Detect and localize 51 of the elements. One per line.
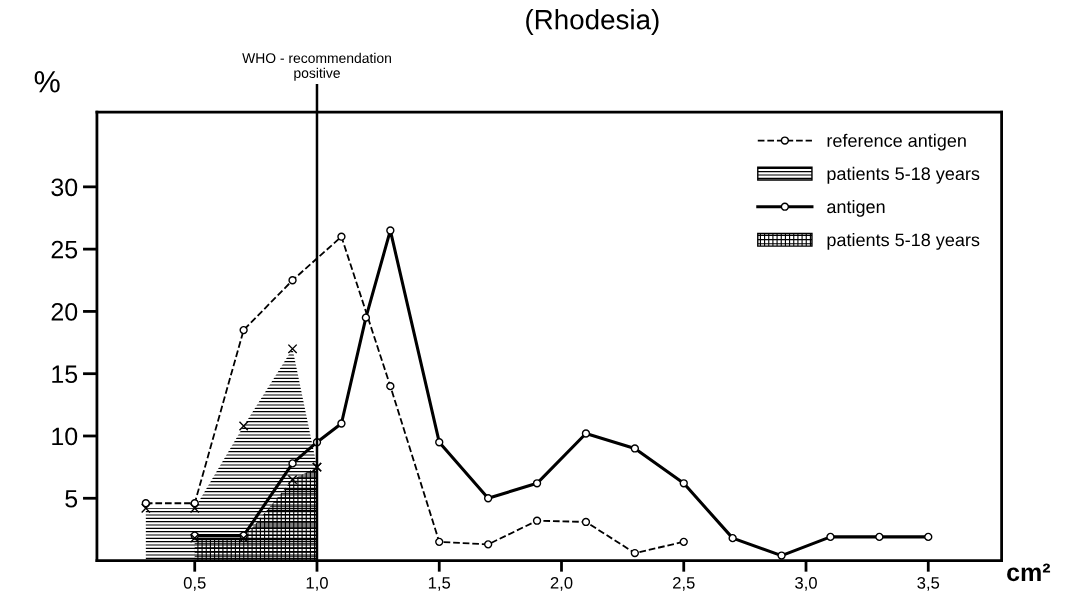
point <box>337 232 346 241</box>
legend-label: patients 5-18 years <box>827 233 980 250</box>
point <box>581 517 591 527</box>
point <box>924 532 933 542</box>
y-tick-label: 25 <box>51 240 78 259</box>
legend-label: patients 5-18 years <box>827 166 980 184</box>
x-tick-label: 0,5 <box>183 576 206 591</box>
point <box>435 438 444 447</box>
x-tick-label: 3,0 <box>795 576 817 591</box>
chart-title: (Rhodesia) <box>526 9 659 35</box>
point <box>140 503 151 514</box>
y-tick-label: 10 <box>52 427 78 446</box>
point <box>630 548 640 558</box>
x-tick-label: 2,5 <box>673 576 695 591</box>
x-tick-label: 3,5 <box>917 576 940 591</box>
point <box>386 226 395 235</box>
legend-label: antigen <box>827 199 885 217</box>
point <box>361 313 371 322</box>
point <box>238 421 249 431</box>
point <box>288 459 297 468</box>
point <box>288 276 297 285</box>
point <box>483 494 493 503</box>
point <box>875 532 884 542</box>
point <box>630 444 640 453</box>
point <box>679 479 688 488</box>
point <box>386 381 395 391</box>
legend-label: reference antigen <box>827 133 966 151</box>
point <box>581 429 591 438</box>
x-tick-label: 2,0 <box>550 576 573 591</box>
y-tick-label: 5 <box>65 490 78 508</box>
x-tick-label: 1,5 <box>428 577 451 591</box>
y-axis-title: % <box>34 71 60 93</box>
x-axis-title: cm² <box>1007 563 1051 582</box>
point <box>826 532 835 542</box>
point <box>287 343 298 354</box>
point <box>532 479 542 488</box>
point <box>483 540 493 549</box>
point <box>679 537 688 547</box>
point <box>287 474 298 485</box>
y-tick-label: 30 <box>51 178 78 197</box>
point <box>777 551 786 560</box>
point <box>239 325 248 335</box>
point <box>337 419 346 428</box>
y-tick-label: 15 <box>52 365 78 383</box>
x-tick-label: 1,0 <box>306 576 328 591</box>
point <box>189 503 200 514</box>
point <box>532 516 542 525</box>
point <box>435 537 444 547</box>
point <box>728 533 737 543</box>
ref-line-label: WHO - recommendation positive <box>242 52 391 81</box>
y-tick-label: 20 <box>51 303 78 321</box>
